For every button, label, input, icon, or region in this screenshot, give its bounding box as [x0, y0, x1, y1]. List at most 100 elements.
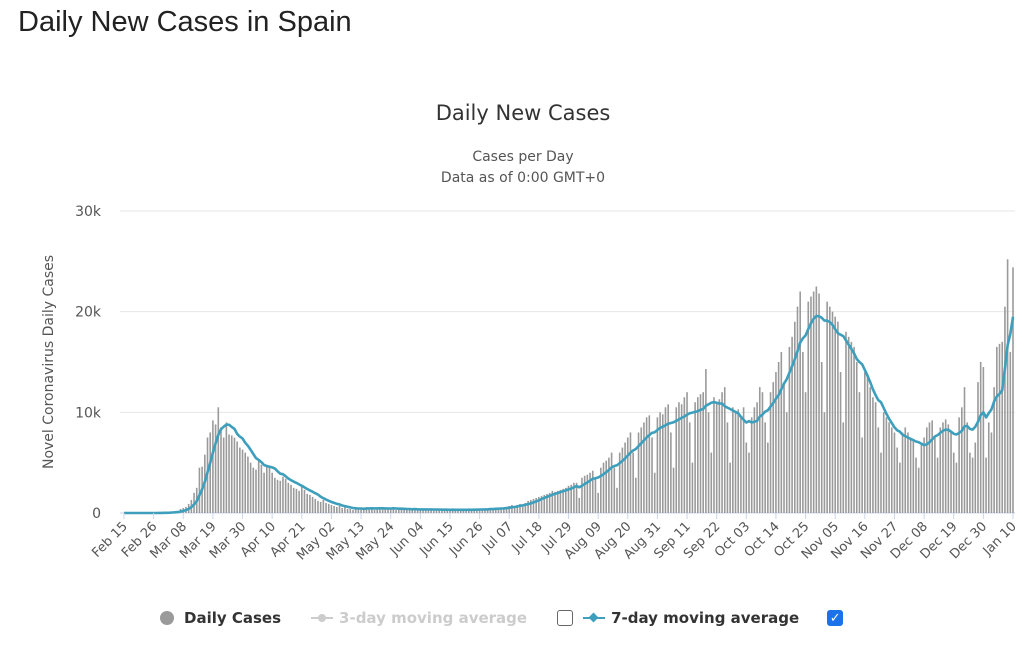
daily-cases-bar [686, 392, 688, 513]
daily-cases-bar [656, 417, 659, 513]
x-tick-label: Jul 07 [479, 519, 516, 556]
daily-cases-bar [618, 452, 621, 513]
daily-cases-bar [400, 508, 403, 513]
daily-cases-bar [637, 432, 640, 513]
daily-cases-bar [864, 372, 866, 513]
daily-cases-bar [866, 377, 869, 513]
daily-cases-bar [527, 500, 529, 513]
x-tick-label: Jan 10 [980, 519, 1020, 559]
daily-cases-bar [513, 505, 516, 513]
daily-cases-bar [1006, 259, 1009, 513]
daily-cases-bar [605, 460, 608, 513]
daily-cases-bar [511, 504, 513, 513]
daily-cases-bar [990, 432, 993, 513]
legend-item-3-day-average[interactable]: 3-day moving average [311, 609, 527, 627]
daily-cases-bar [346, 508, 349, 513]
daily-cases-bar [1009, 351, 1012, 513]
daily-cases-bar [583, 475, 586, 513]
daily-cases-bar [556, 490, 559, 513]
daily-cases-bar [648, 415, 651, 513]
daily-cases-bar [748, 452, 750, 513]
daily-cases-bar [629, 432, 632, 513]
daily-cases-bar [567, 485, 570, 513]
daily-cases-bar [292, 487, 295, 513]
daily-cases-bar [457, 509, 459, 513]
daily-cases-bar [559, 489, 562, 513]
daily-cases-bar [944, 419, 947, 513]
daily-cases-bar [826, 301, 828, 513]
daily-cases-bar [675, 407, 678, 513]
daily-cases-bar [330, 504, 333, 513]
daily-cases-bar [384, 507, 387, 513]
daily-cases-bar [793, 321, 796, 513]
daily-cases-bar [974, 442, 977, 513]
daily-cases-bar [829, 306, 831, 513]
daily-cases-bar [368, 507, 370, 513]
daily-cases-bar [438, 509, 440, 513]
legend-item-7-day-average[interactable]: 7-day moving average [583, 609, 799, 627]
daily-cases-bar [707, 412, 710, 513]
daily-cases-bar [850, 341, 853, 513]
daily-cases-bar [497, 507, 500, 513]
daily-cases-bar [548, 492, 551, 513]
daily-cases-bar [387, 508, 389, 513]
daily-cases-bar [478, 508, 481, 513]
daily-cases-bar [500, 508, 502, 513]
daily-cases-bar [697, 397, 699, 513]
daily-cases-bar [1012, 267, 1014, 513]
daily-cases-bar [578, 497, 581, 513]
daily-cases-bar [373, 509, 376, 513]
daily-cases-bar [416, 508, 419, 513]
daily-cases-bar [1004, 306, 1006, 513]
daily-cases-bar [694, 402, 696, 513]
daily-cases-bar [484, 508, 486, 513]
checkbox-3-day-average[interactable] [557, 610, 574, 626]
daily-cases-bar [255, 469, 257, 513]
daily-cases-bar [635, 477, 637, 513]
daily-cases-bar [804, 392, 807, 513]
daily-cases-bar [492, 508, 494, 513]
daily-cases-bar [710, 452, 713, 513]
daily-cases-bar [651, 437, 653, 513]
daily-cases-bar [600, 467, 602, 513]
daily-cases-bar [354, 508, 357, 513]
daily-cases-bar [225, 422, 228, 513]
daily-cases-bar [252, 467, 255, 513]
daily-cases-bar [209, 432, 212, 513]
legend-label: 3-day moving average [339, 609, 528, 627]
daily-cases-bar [993, 387, 995, 513]
daily-cases-bar [818, 293, 820, 513]
daily-cases-bar [950, 432, 952, 513]
daily-cases-bar [688, 422, 691, 513]
checkbox-7-day-average[interactable]: ✓ [827, 610, 844, 626]
daily-cases-bar [661, 414, 664, 513]
daily-cases-bar [882, 412, 885, 513]
daily-cases-bar [381, 508, 384, 513]
daily-cases-bar [791, 336, 793, 513]
daily-cases-bar [276, 479, 279, 513]
daily-cases-bar [336, 506, 338, 513]
daily-cases-bar [403, 508, 405, 513]
daily-cases-bar [613, 467, 616, 513]
daily-cases-bar [311, 496, 314, 513]
legend: Daily Cases 3-day moving average 7-day m… [160, 605, 844, 631]
daily-cases-bar [505, 506, 508, 513]
daily-cases-bar [338, 505, 341, 513]
legend-item-daily-cases[interactable]: Daily Cases [160, 609, 281, 627]
daily-cases-bar [888, 422, 890, 513]
daily-cases-bar [610, 452, 613, 513]
daily-cases-bar [284, 478, 287, 513]
daily-cases-bar [643, 422, 645, 513]
y-axis-label: Novel Coronavirus Daily Cases [41, 255, 57, 469]
daily-cases-bar [486, 508, 489, 513]
daily-cases-bar [212, 420, 214, 513]
daily-cases-bar [737, 409, 740, 513]
daily-cases-bar [893, 432, 896, 513]
daily-cases-bar [853, 346, 855, 513]
daily-cases-bar [834, 316, 836, 513]
daily-cases-bar [341, 507, 344, 513]
daily-cases-bar [802, 351, 804, 513]
daily-cases-bar [732, 407, 734, 513]
daily-cases-bar [239, 447, 241, 513]
